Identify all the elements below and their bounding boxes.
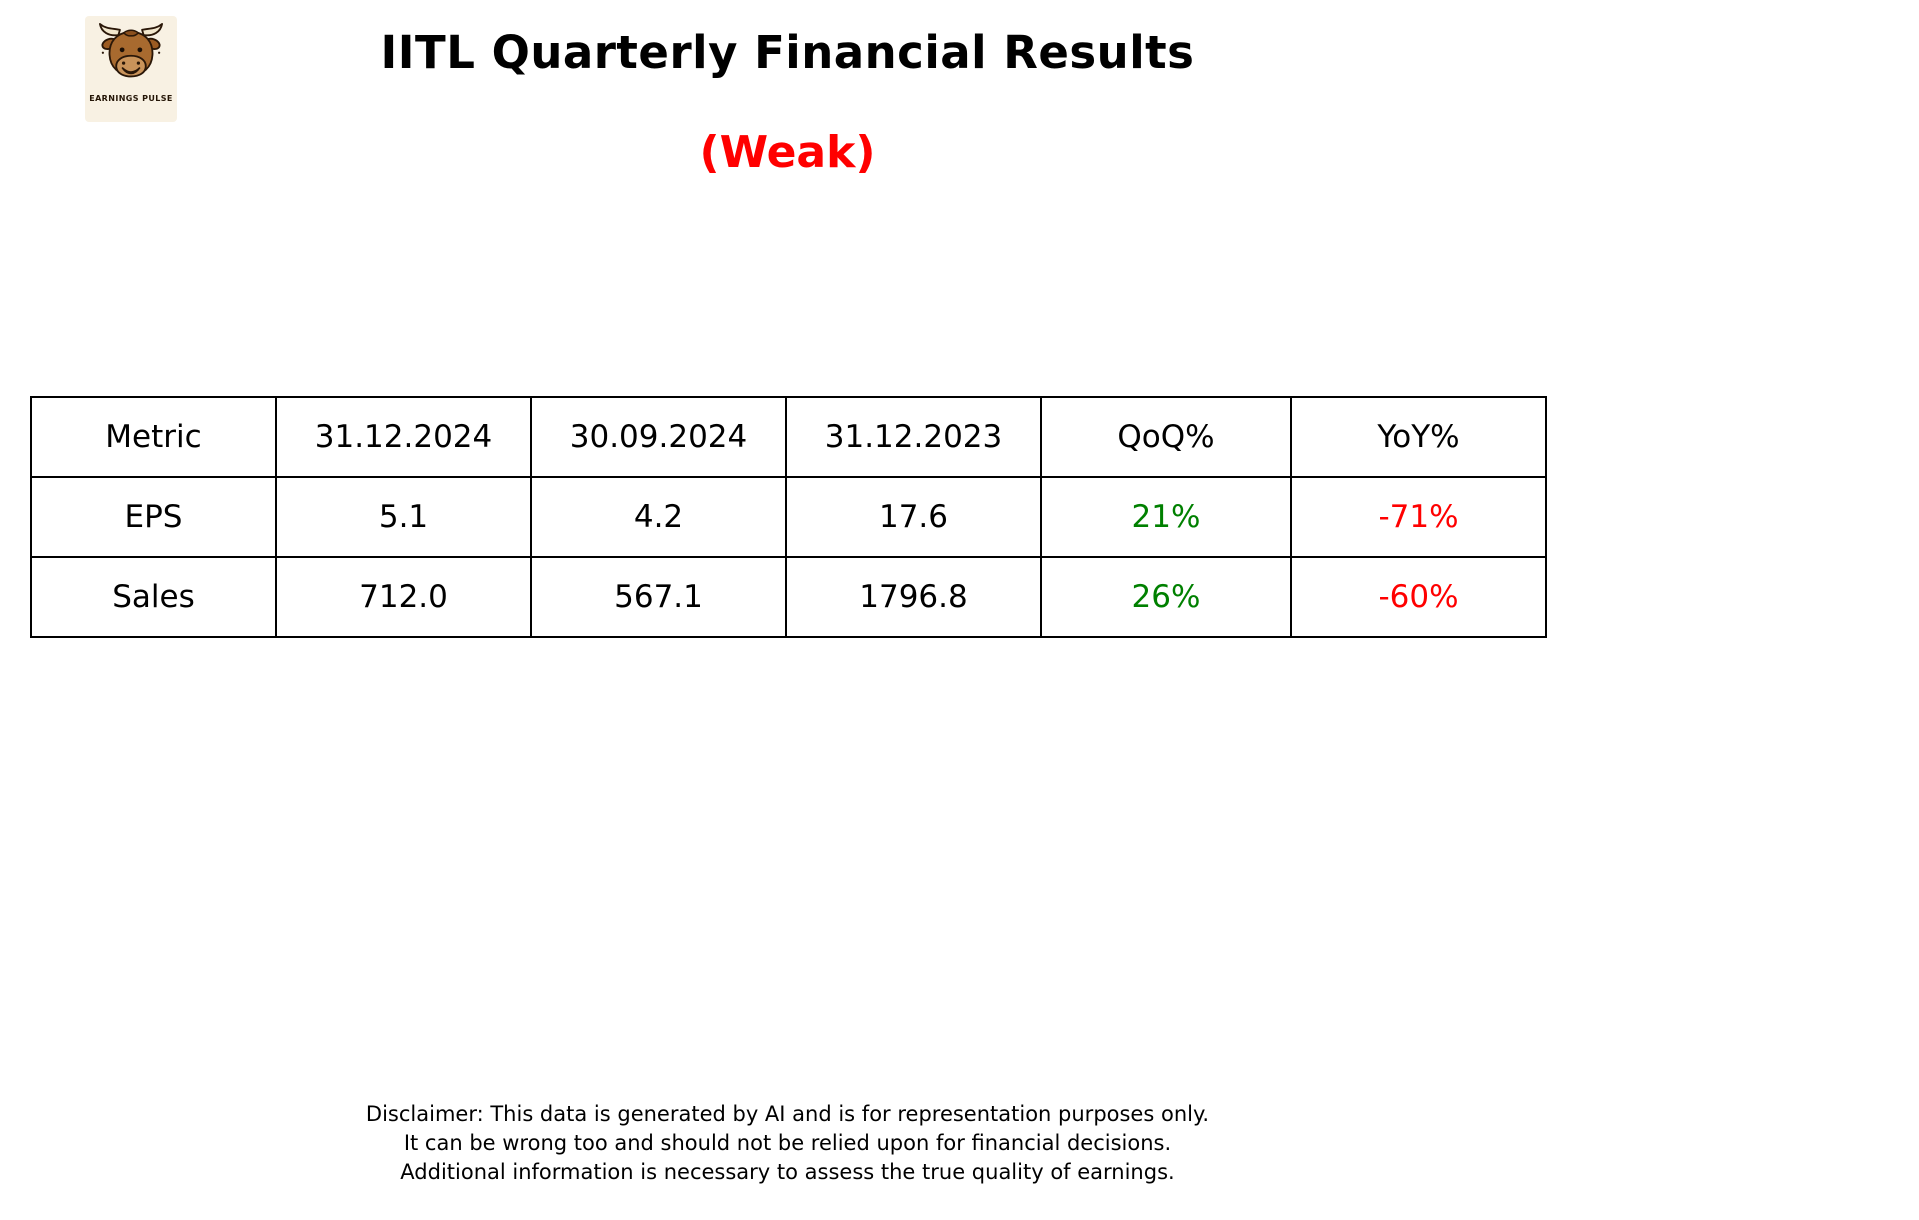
metric-name-cell: EPS	[30, 476, 277, 558]
bull-face-icon	[98, 22, 164, 78]
period-column-header: 31.12.2024	[275, 396, 532, 478]
value-cell: 1796.8	[785, 556, 1042, 638]
yoy-column-header: YoY%	[1290, 396, 1547, 478]
disclaimer-line: Additional information is necessary to a…	[400, 1159, 1175, 1184]
value-cell: 5.1	[275, 476, 532, 558]
earnings-pulse-logo: EARNINGS PULSE	[85, 16, 177, 122]
disclaimer-line: It can be wrong too and should not be re…	[403, 1130, 1172, 1155]
subtitle-container: (Weak)	[30, 127, 1545, 178]
disclaimer: Disclaimer: This data is generated by AI…	[30, 1100, 1545, 1187]
metric-name-cell: Sales	[30, 556, 277, 638]
disclaimer-line: Disclaimer: This data is generated by AI…	[365, 1102, 1210, 1126]
qoq-value-cell: 21%	[1040, 476, 1292, 558]
title-container: IITL Quarterly Financial Results	[30, 26, 1545, 79]
qoq-column-header: QoQ%	[1040, 396, 1292, 478]
period-column-header: 30.09.2024	[530, 396, 787, 478]
value-cell: 17.6	[785, 476, 1042, 558]
brand-label: EARNINGS PULSE	[89, 94, 173, 103]
page-title: IITL Quarterly Financial Results	[380, 26, 1195, 79]
verdict-subtitle: (Weak)	[699, 127, 876, 178]
yoy-value-cell: -71%	[1290, 476, 1547, 558]
table-row-sales: Sales 712.0 567.1 1796.8 26% -60%	[30, 556, 1547, 638]
table-header-row: Metric 31.12.2024 30.09.2024 31.12.2023 …	[30, 396, 1547, 478]
value-cell: 4.2	[530, 476, 787, 558]
value-cell: 712.0	[275, 556, 532, 638]
table-row-eps: EPS 5.1 4.2 17.6 21% -71%	[30, 476, 1547, 558]
period-column-header: 31.12.2023	[785, 396, 1042, 478]
value-cell: 567.1	[530, 556, 787, 638]
metric-column-header: Metric	[30, 396, 277, 478]
yoy-value-cell: -60%	[1290, 556, 1547, 638]
financial-results-table: Metric 31.12.2024 30.09.2024 31.12.2023 …	[30, 396, 1547, 638]
qoq-value-cell: 26%	[1040, 556, 1292, 638]
